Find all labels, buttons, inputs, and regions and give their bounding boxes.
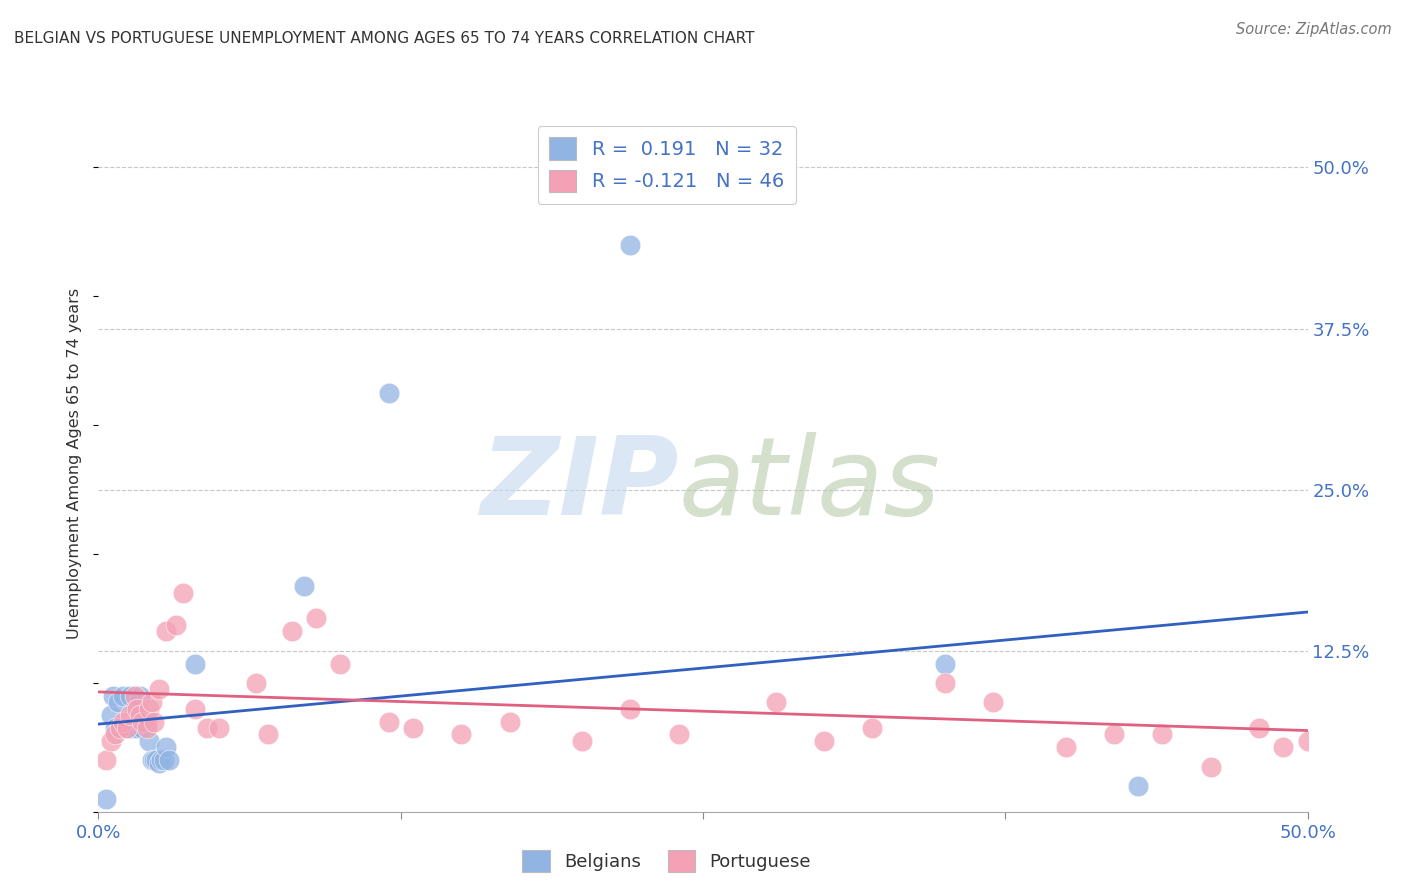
Point	[131, 714, 153, 729]
Point	[377, 386, 399, 401]
Point	[1272, 740, 1295, 755]
Point	[111, 689, 134, 703]
Point	[141, 753, 163, 767]
Point	[1054, 740, 1077, 755]
Point	[1102, 727, 1125, 741]
Point	[101, 689, 124, 703]
Point	[148, 756, 170, 770]
Point	[118, 689, 141, 703]
Point	[94, 792, 117, 806]
Point	[245, 676, 267, 690]
Point	[108, 721, 131, 735]
Point	[377, 714, 399, 729]
Point	[100, 734, 122, 748]
Point	[145, 753, 167, 767]
Point	[127, 701, 149, 715]
Point	[124, 701, 146, 715]
Point	[329, 657, 352, 671]
Legend: Belgians, Portuguese: Belgians, Portuguese	[515, 843, 818, 880]
Point	[152, 753, 174, 767]
Point	[813, 734, 835, 748]
Point	[165, 618, 187, 632]
Point	[143, 753, 166, 767]
Point	[668, 727, 690, 741]
Point	[108, 721, 131, 735]
Y-axis label: Unemployment Among Ages 65 to 74 years: Unemployment Among Ages 65 to 74 years	[67, 288, 83, 640]
Point	[107, 695, 129, 709]
Text: BELGIAN VS PORTUGUESE UNEMPLOYMENT AMONG AGES 65 TO 74 YEARS CORRELATION CHART: BELGIAN VS PORTUGUESE UNEMPLOYMENT AMONG…	[14, 31, 755, 46]
Point	[117, 721, 139, 735]
Point	[118, 708, 141, 723]
Point	[860, 721, 883, 735]
Point	[305, 611, 328, 625]
Point	[94, 753, 117, 767]
Point	[148, 682, 170, 697]
Point	[292, 579, 315, 593]
Point	[128, 708, 150, 723]
Point	[155, 740, 177, 755]
Point	[765, 695, 787, 709]
Point	[571, 734, 593, 748]
Point	[195, 721, 218, 735]
Point	[104, 727, 127, 741]
Point	[141, 695, 163, 709]
Point	[256, 727, 278, 741]
Text: atlas: atlas	[679, 433, 941, 537]
Point	[135, 721, 157, 735]
Point	[184, 657, 207, 671]
Point	[934, 676, 956, 690]
Text: Source: ZipAtlas.com: Source: ZipAtlas.com	[1236, 22, 1392, 37]
Point	[121, 721, 143, 735]
Point	[1249, 721, 1271, 735]
Point	[619, 701, 641, 715]
Point	[1199, 759, 1222, 773]
Point	[157, 753, 180, 767]
Point	[402, 721, 425, 735]
Point	[150, 753, 173, 767]
Point	[117, 721, 139, 735]
Point	[100, 708, 122, 723]
Point	[124, 689, 146, 703]
Point	[981, 695, 1004, 709]
Point	[184, 701, 207, 715]
Point	[1152, 727, 1174, 741]
Point	[104, 721, 127, 735]
Point	[281, 624, 304, 639]
Point	[155, 624, 177, 639]
Point	[127, 721, 149, 735]
Point	[138, 734, 160, 748]
Point	[143, 714, 166, 729]
Point	[934, 657, 956, 671]
Point	[1128, 779, 1150, 793]
Point	[498, 714, 520, 729]
Point	[1296, 734, 1319, 748]
Point	[619, 237, 641, 252]
Point	[114, 721, 136, 735]
Point	[135, 714, 157, 729]
Point	[208, 721, 231, 735]
Point	[134, 714, 156, 729]
Point	[111, 714, 134, 729]
Point	[450, 727, 472, 741]
Text: ZIP: ZIP	[481, 432, 679, 538]
Point	[131, 721, 153, 735]
Point	[128, 689, 150, 703]
Point	[138, 701, 160, 715]
Point	[172, 585, 194, 599]
